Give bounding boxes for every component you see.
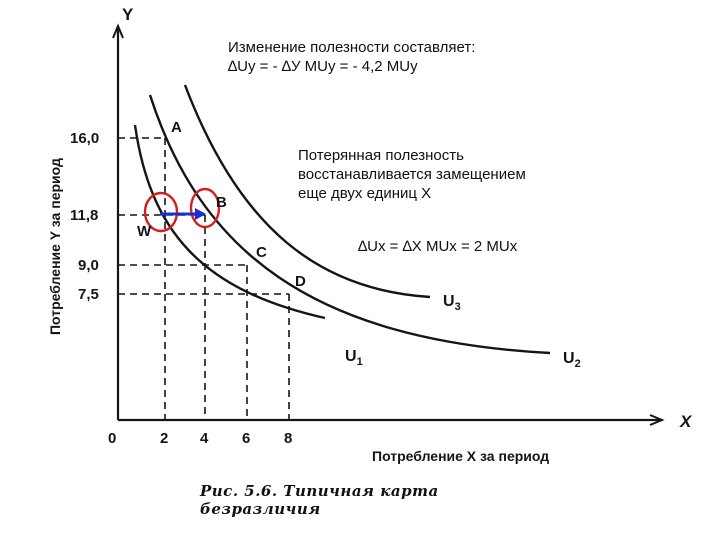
y-tick-label: 7,5 xyxy=(78,286,99,303)
utility-change-line-2: ∆Uy = - ∆У MUy = - 4,2 MUy xyxy=(228,58,418,75)
x-axis-title: Потребление X за период xyxy=(372,448,549,464)
formula-x-annotation: ∆Ux = ∆X MUx = 2 MUx xyxy=(358,238,518,255)
point-label-d: D xyxy=(295,273,306,290)
curve-label-u1: U1 xyxy=(345,348,363,368)
figure-caption: Рис. 5.6. Типичная карта безразличия xyxy=(200,482,439,518)
curve-label-u3: U3 xyxy=(443,293,461,313)
highlight-circle-w xyxy=(143,191,179,233)
point-label-w: W xyxy=(137,223,152,240)
lost-utility-annotation: Потерянная полезность восстанавливается … xyxy=(298,146,526,203)
origin-label: 0 xyxy=(108,430,116,447)
curve-u2 xyxy=(148,94,551,355)
x-tick-label: 6 xyxy=(242,430,250,447)
lost-utility-line-2: восстанавливается замещением xyxy=(298,166,526,183)
point-label-b: B xyxy=(216,194,227,211)
dashed-guides xyxy=(118,137,290,420)
point-label-c: C xyxy=(256,244,267,261)
lost-utility-line-1: Потерянная полезность xyxy=(298,147,464,164)
y-tick-label: 16,0 xyxy=(70,130,99,147)
x-tick-label: 4 xyxy=(200,430,209,447)
utility-change-annotation: Изменение полезности составляет: ∆Uy = -… xyxy=(228,38,475,76)
y-axis-arrowhead xyxy=(112,23,124,39)
curve-label-u2: U2 xyxy=(563,350,581,370)
y-axis-title: Потребление Y за период xyxy=(47,158,63,335)
x-tick-label: 2 xyxy=(160,430,168,447)
x-tick-label: 8 xyxy=(284,430,292,447)
x-axis-arrowhead xyxy=(649,414,665,426)
x-axis-letter: X xyxy=(679,412,693,431)
y-axis-letter: Y xyxy=(122,5,134,24)
utility-change-line-1: Изменение полезности составляет: xyxy=(228,39,476,56)
y-tick-label: 9,0 xyxy=(78,257,99,274)
highlight-circle-b xyxy=(189,187,221,229)
curve-u1 xyxy=(133,124,326,320)
lost-utility-line-3: еще двух единиц Х xyxy=(298,185,432,202)
y-tick-label: 11,8 xyxy=(70,207,98,224)
substitution-arrow-head xyxy=(195,208,206,220)
curve-u3 xyxy=(183,84,431,299)
point-label-a: A xyxy=(171,119,182,136)
